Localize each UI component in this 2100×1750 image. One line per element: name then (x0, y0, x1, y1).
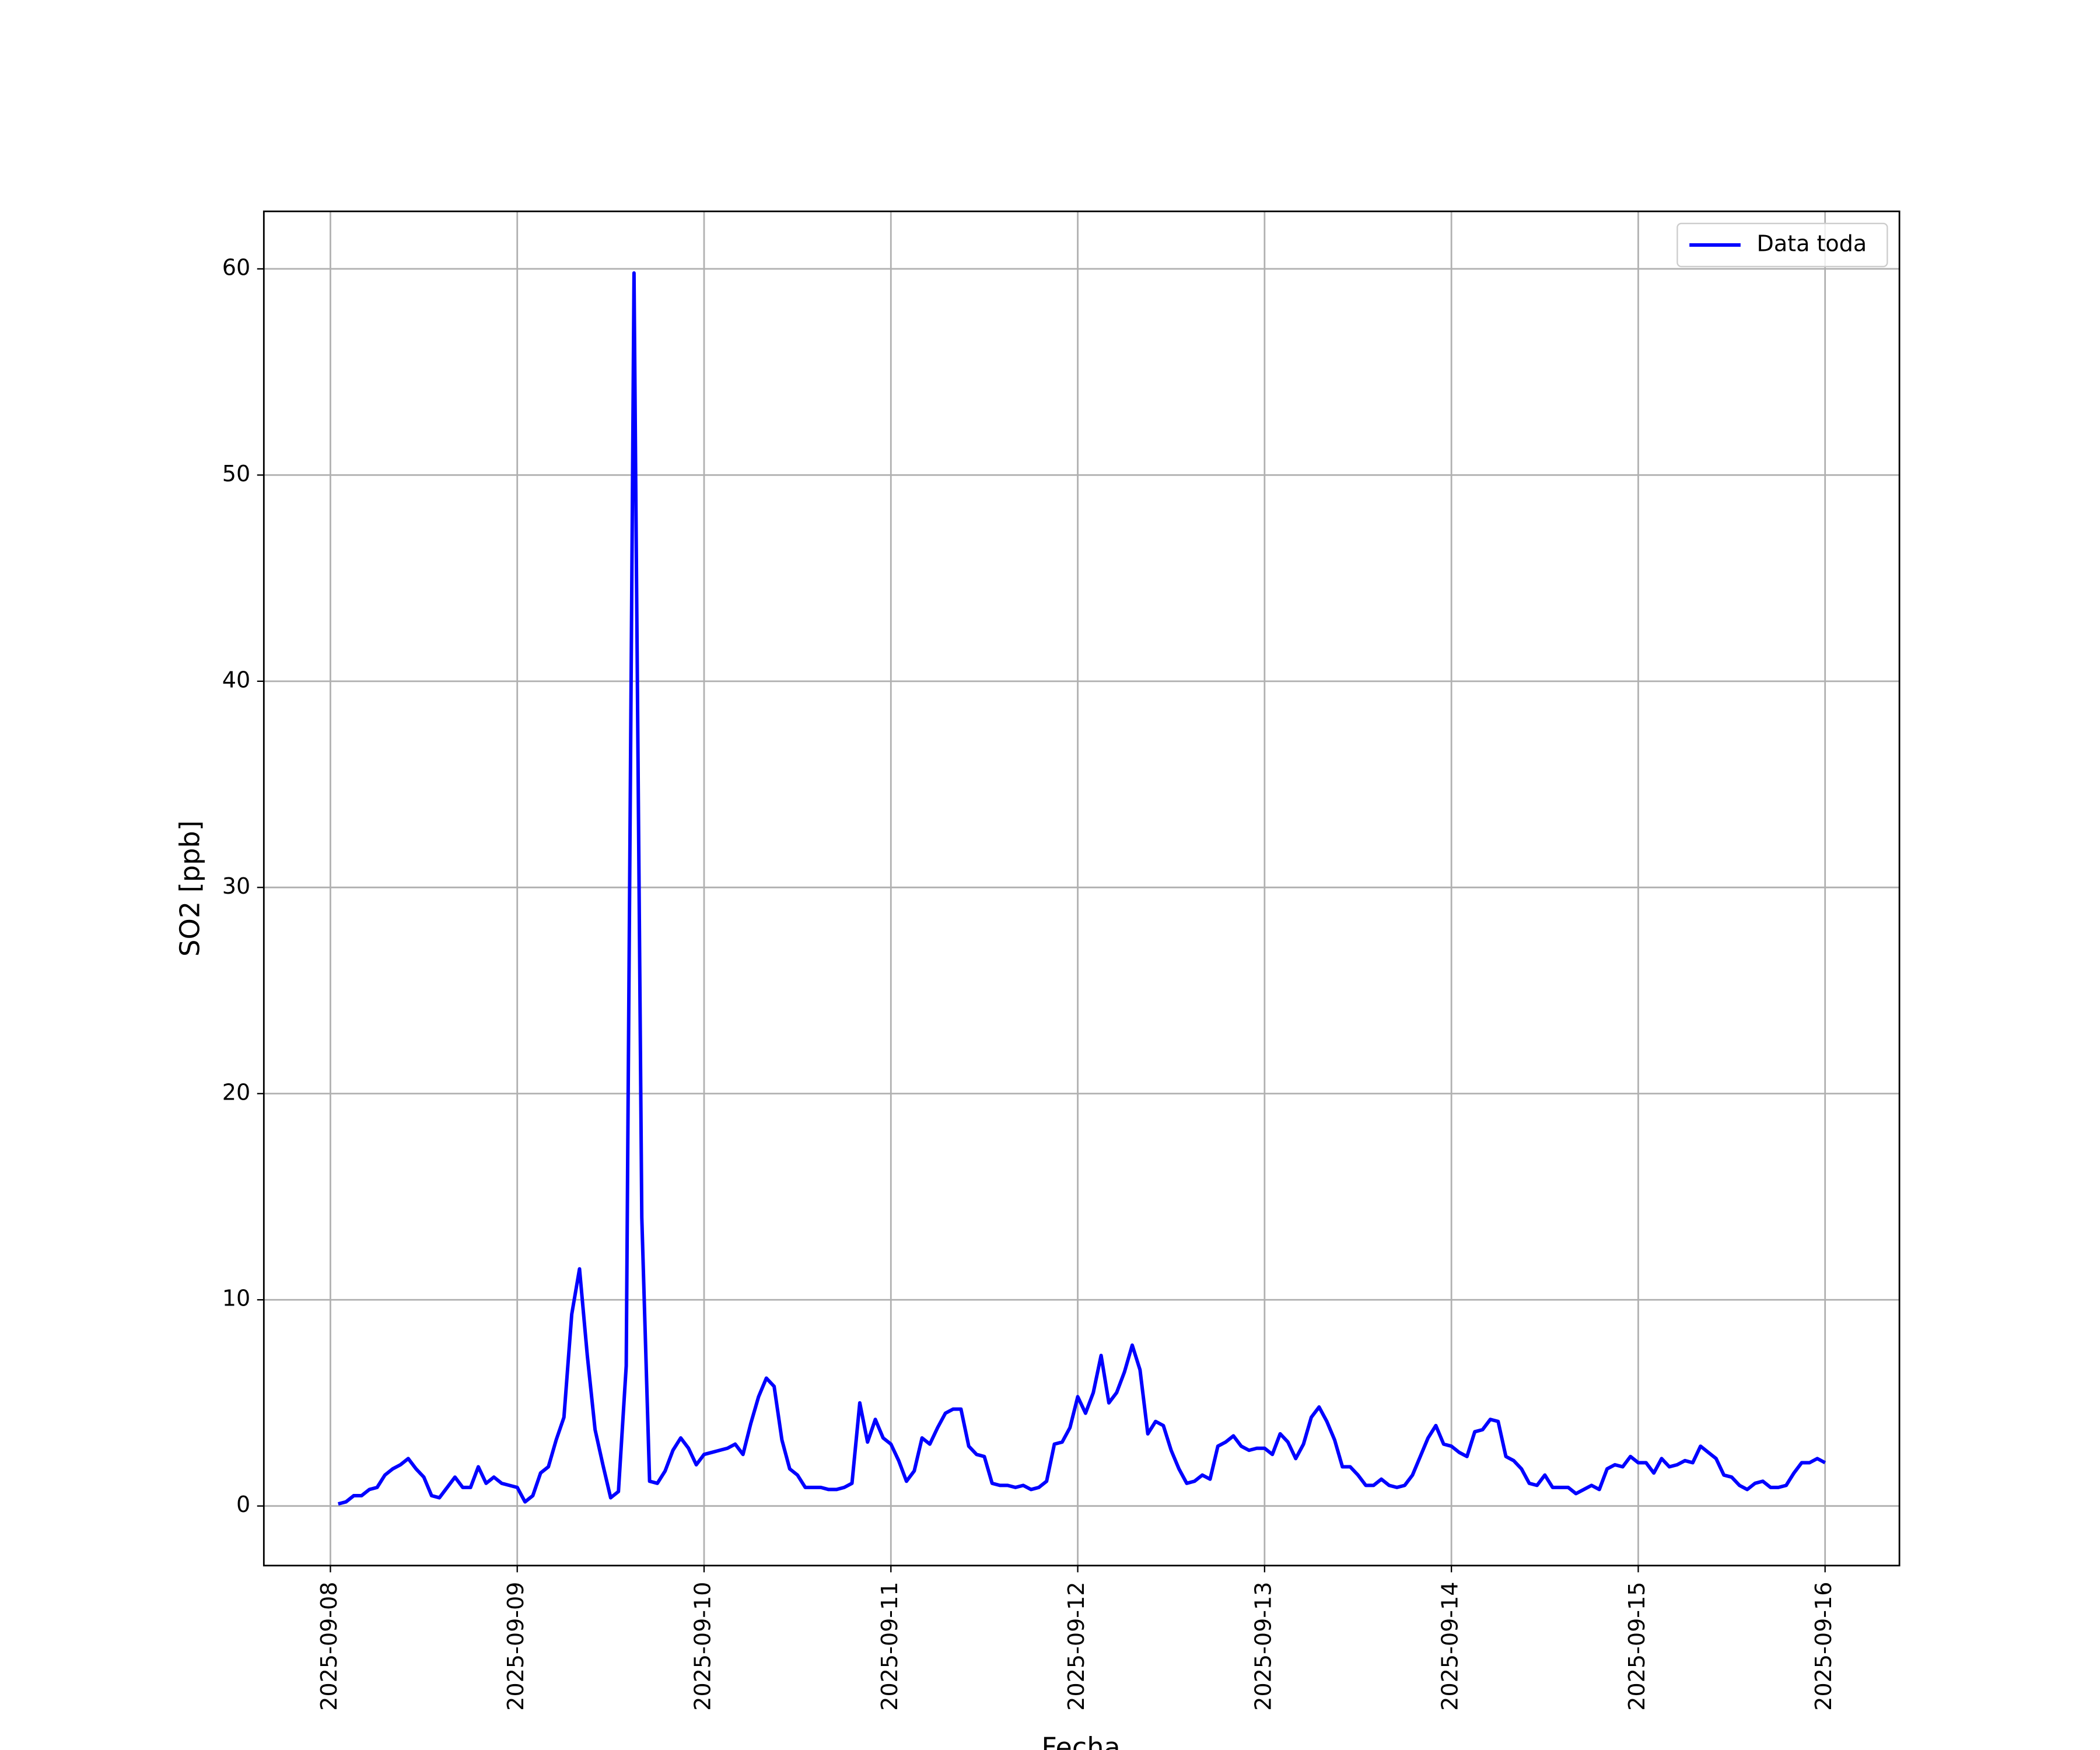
x-tick-label: 2025-09-10 (690, 1582, 715, 1711)
x-tick-label: 2025-09-16 (1811, 1582, 1836, 1711)
x-tick-label: 2025-09-15 (1624, 1582, 1650, 1711)
y-tick-label: 0 (236, 1492, 250, 1517)
data-line (337, 271, 1826, 1506)
y-tick-label: 10 (222, 1286, 250, 1311)
y-tick-label: 40 (222, 667, 250, 692)
x-tick-label: 2025-09-11 (877, 1582, 902, 1711)
y-tick-label: 50 (222, 461, 250, 487)
plot-frame (262, 210, 1901, 1567)
y-tick-label: 30 (222, 873, 250, 899)
x-axis-label: Fecha (1041, 1732, 1120, 1750)
x-tick-label: 2025-09-14 (1437, 1582, 1463, 1711)
x-tick-label: 2025-09-09 (503, 1582, 528, 1711)
y-tick-label: 20 (222, 1079, 250, 1105)
x-tick-label: 2025-09-12 (1063, 1582, 1089, 1711)
y-axis-label: SO2 [ppb] (174, 820, 206, 957)
x-tick-label: 2025-09-08 (316, 1582, 342, 1711)
x-tick-label: 2025-09-13 (1250, 1582, 1276, 1711)
legend-box (1676, 222, 1888, 268)
y-tick-label: 60 (222, 254, 250, 280)
legend-label: Data toda (1757, 231, 1867, 257)
